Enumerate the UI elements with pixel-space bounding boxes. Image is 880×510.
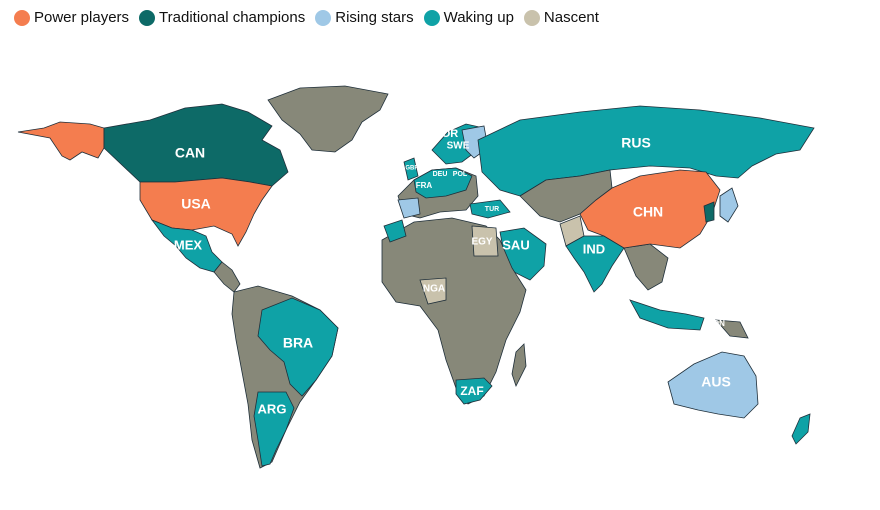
country-central-america (213, 261, 241, 293)
country-argentina (253, 391, 295, 467)
label-zaf: ZAF (460, 384, 483, 398)
label-egy: EGY (471, 237, 492, 248)
label-fra: FRA (416, 181, 433, 190)
country-usa-alaska (17, 121, 105, 161)
legend-item-traditional-champions: Traditional champions (139, 9, 305, 26)
country-south-africa (455, 377, 493, 405)
label-pol: POL (453, 171, 468, 178)
country-japan (719, 187, 739, 223)
label-can: CAN (175, 145, 205, 161)
label-sau: SAU (502, 237, 529, 252)
country-greenland (267, 85, 389, 153)
legend-label-nascent: Nascent (543, 9, 599, 26)
country-central-europe (413, 167, 473, 199)
country-turkey (469, 199, 511, 219)
label-idn: IDN (711, 319, 725, 328)
legend-label-rising-stars: Rising stars (335, 9, 414, 26)
label-aus: AUS (701, 374, 731, 390)
label-bra: BRA (283, 335, 313, 351)
country-india (565, 235, 625, 293)
country-papua (715, 319, 749, 339)
legend-swatch-waking-up (423, 9, 440, 26)
label-nor: NOR (434, 128, 459, 140)
country-nigeria (419, 277, 447, 305)
label-deu: DEU (433, 171, 448, 178)
label-arg: ARG (258, 401, 287, 416)
legend-swatch-rising-stars (315, 9, 332, 26)
country-southeast-asia (623, 243, 669, 291)
label-swe: SWE (447, 141, 470, 152)
label-mex: MEX (174, 237, 203, 252)
legend-label-waking-up: Waking up (443, 9, 514, 26)
legend-label-power-players: Power players (34, 9, 130, 26)
legend-swatch-power-players (14, 9, 30, 26)
label-ind: IND (583, 241, 605, 256)
country-egypt (471, 225, 499, 257)
label-usa: USA (181, 196, 211, 212)
legend-item-power-players: Power players (14, 9, 129, 26)
country-korea (703, 201, 715, 223)
legend-swatch-traditional-champions (139, 9, 156, 26)
country-uk (403, 157, 419, 181)
country-indonesia (629, 299, 705, 331)
country-new-zealand (791, 413, 811, 445)
map-legend: Power players Traditional champions Risi… (14, 9, 599, 26)
country-africa (381, 217, 527, 405)
label-rus: RUS (621, 135, 651, 151)
legend-item-rising-stars: Rising stars (315, 9, 414, 26)
legend-swatch-nascent (523, 9, 540, 26)
label-tur: TUR (485, 206, 499, 213)
country-australia (667, 351, 759, 419)
legend-item-waking-up: Waking up (423, 9, 514, 26)
legend-label-traditional-champions: Traditional champions (159, 9, 306, 26)
label-nga: NGA (423, 284, 445, 295)
country-brazil (257, 297, 339, 397)
label-gbr: GBR (405, 166, 419, 172)
country-madagascar (511, 343, 527, 388)
label-chn: CHN (633, 204, 663, 220)
legend-item-nascent: Nascent (523, 9, 599, 26)
country-spain (397, 197, 421, 219)
country-morocco (383, 219, 407, 243)
